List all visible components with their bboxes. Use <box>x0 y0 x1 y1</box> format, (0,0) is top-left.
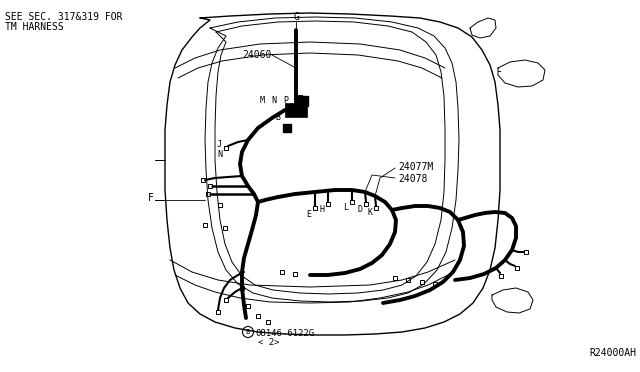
Text: 24060: 24060 <box>242 50 271 60</box>
Text: N: N <box>217 150 222 159</box>
Bar <box>298 96 308 106</box>
Text: < 2>: < 2> <box>258 338 280 347</box>
Bar <box>240 286 244 290</box>
Bar <box>515 266 519 270</box>
Bar <box>499 274 503 278</box>
Text: G: G <box>293 12 299 22</box>
Text: J: J <box>217 140 222 149</box>
Bar <box>374 206 378 210</box>
Bar <box>420 280 424 284</box>
Bar <box>216 310 220 314</box>
Text: E: E <box>306 210 311 219</box>
Bar <box>246 304 250 308</box>
Bar <box>524 250 528 254</box>
Bar <box>224 298 228 302</box>
Bar <box>313 206 317 210</box>
Text: P: P <box>284 96 289 105</box>
Text: SEE SEC. 317&319 FOR: SEE SEC. 317&319 FOR <box>5 12 122 22</box>
Bar <box>203 223 207 227</box>
Bar <box>293 272 297 276</box>
Bar <box>256 314 260 318</box>
Text: H: H <box>319 205 324 214</box>
Bar <box>350 200 354 204</box>
Text: B: B <box>275 113 280 122</box>
Text: 24078: 24078 <box>398 174 428 184</box>
Bar <box>406 278 410 282</box>
Text: N: N <box>271 96 276 105</box>
Bar <box>208 184 212 188</box>
Bar <box>393 276 397 280</box>
Text: L: L <box>343 203 348 212</box>
Bar <box>201 178 205 182</box>
Bar <box>283 124 291 132</box>
Text: TM HARNESS: TM HARNESS <box>5 22 64 32</box>
Bar <box>224 146 228 150</box>
Bar <box>218 203 222 207</box>
Bar <box>326 202 330 206</box>
Text: F: F <box>148 193 154 203</box>
Bar <box>206 192 210 196</box>
Text: 24077M: 24077M <box>398 162 433 172</box>
Text: M: M <box>259 96 264 105</box>
Bar <box>280 270 284 274</box>
Bar <box>266 320 270 324</box>
Text: 08146-6122G: 08146-6122G <box>255 329 314 338</box>
Text: K: K <box>367 208 372 217</box>
Bar <box>223 226 227 230</box>
Text: D: D <box>357 205 362 214</box>
Bar <box>364 202 368 206</box>
Bar <box>285 103 307 117</box>
Text: R24000AH: R24000AH <box>589 348 636 358</box>
Bar <box>433 282 437 286</box>
Text: B: B <box>246 329 250 335</box>
Bar <box>298 95 302 99</box>
